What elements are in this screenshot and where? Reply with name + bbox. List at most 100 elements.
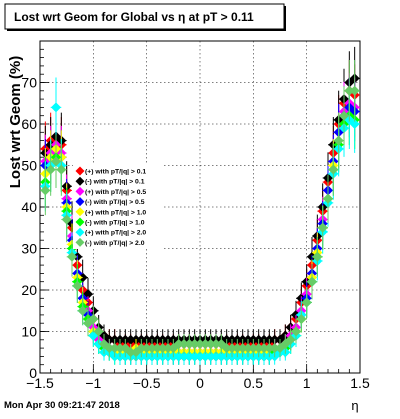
data-point: [61, 214, 72, 225]
data-point: [173, 351, 184, 362]
data-point: [141, 343, 152, 354]
data-point: [72, 280, 83, 291]
data-point: [296, 314, 307, 325]
legend-marker: [75, 217, 85, 227]
data-point: [227, 343, 237, 354]
data-point: [200, 351, 211, 362]
legend-label: (+) with pT/|q| > 0.1: [85, 169, 146, 176]
legend-label: (+) with pT/|q| > 1.0: [85, 209, 146, 216]
data-point: [163, 343, 173, 354]
legend-entry: (+) with pT/|q| > 2.0: [75, 227, 146, 237]
legend-entry: (-) with pT/|q| > 1.0: [75, 217, 145, 227]
x-tick-label: 0.5: [244, 375, 264, 391]
legend-marker: [75, 237, 85, 247]
legend-label: (-) with pT/|q| > 2.0: [85, 240, 145, 247]
data-point: [115, 343, 125, 354]
legend: (+) with pT/|q| > 0.1 (-) with pT/|q| > 0…: [73, 165, 162, 249]
legend-entry: (+) with pT/|q| > 1.0: [75, 207, 146, 217]
x-tick-label: −1: [85, 375, 101, 391]
legend-marker: [75, 176, 85, 186]
data-point: [157, 343, 168, 354]
data-point: [243, 343, 253, 354]
data-point: [216, 351, 227, 362]
data-point: [349, 85, 360, 96]
y-tick-label: 50: [21, 158, 37, 174]
y-tick-label: 0: [29, 365, 37, 381]
data-point: [291, 326, 301, 337]
data-point: [301, 297, 312, 308]
data-point: [173, 338, 184, 349]
legend-marker: [75, 197, 85, 207]
y-tick-label: 60: [21, 116, 37, 132]
data-point: [179, 338, 189, 349]
legend-entry: (-) with pT/|q| > 0.1: [75, 176, 145, 186]
data-point: [77, 305, 88, 316]
data-point: [40, 185, 51, 196]
data-point: [109, 343, 120, 354]
legend-marker: [75, 186, 85, 196]
x-tick-label: −1.5: [26, 375, 54, 391]
legend-label: (-) with pT/|q| > 1.0: [85, 220, 145, 227]
y-tick-label: 10: [21, 324, 37, 340]
legend-label: (-) with pT/|q| > 0.1: [85, 179, 145, 186]
data-point: [104, 343, 115, 354]
legend-marker: [75, 166, 85, 176]
series-8: [40, 60, 360, 361]
data-point: [211, 338, 221, 349]
data-point: [307, 276, 317, 287]
chart-title: Lost wrt Geom for Global vs η at pT > 0.…: [14, 10, 254, 24]
data-point: [56, 164, 67, 175]
data-point: [179, 351, 189, 362]
data-point: [195, 338, 205, 349]
data-point: [339, 110, 349, 121]
tick-layer: −1.5 −1 −0.5 0 0.5 1 1.5 0 10 20 30 40 50 60 70: [21, 40, 370, 391]
legend-label: (+) with pT/|q| > 0.5: [85, 189, 146, 196]
data-point: [125, 347, 136, 358]
data-point: [152, 343, 163, 354]
data-point: [328, 164, 339, 175]
data-point: [237, 343, 248, 354]
data-point: [259, 343, 269, 354]
title-box: Lost wrt Geom for Global vs η at pT > 0.…: [4, 3, 286, 31]
data-point: [147, 343, 157, 354]
data-point: [184, 338, 195, 349]
y-axis-label: Lost wrt Geom (%): [7, 56, 24, 189]
data-point: [285, 334, 296, 345]
data-point: [67, 251, 77, 262]
data-point: [253, 343, 264, 354]
data-point: [136, 343, 147, 354]
data-point: [88, 314, 99, 325]
data-point: [51, 102, 61, 113]
series-layer: [40, 46, 360, 365]
data-point: [93, 338, 104, 349]
data-point: [189, 338, 200, 349]
data-point: [344, 85, 355, 96]
data-point: [189, 351, 200, 362]
legend-entry: (+) with pT/|q| > 0.1: [75, 166, 146, 176]
footer-timestamp: Mon Apr 30 09:21:47 2018: [4, 400, 120, 411]
data-point: [269, 343, 280, 354]
y-tick-label: 40: [21, 199, 37, 215]
data-point: [125, 334, 136, 345]
legend-label: (-) with pT/|q| > 0.5: [85, 199, 145, 206]
data-point: [200, 338, 211, 349]
data-point: [51, 156, 61, 167]
data-point: [45, 164, 56, 175]
legend-label: (+) with pT/|q| > 2.0: [85, 230, 146, 237]
x-tick-label: 1.5: [350, 375, 370, 391]
y-tick-label: 30: [21, 241, 37, 257]
legend-entry: (-) with pT/|q| > 2.0: [75, 237, 145, 247]
legend-entry: (-) with pT/|q| > 0.5: [75, 197, 145, 207]
legend-marker: [75, 227, 85, 237]
x-tick-label: −0.5: [133, 375, 161, 391]
data-point: [264, 343, 275, 354]
x-axis-label: η: [351, 398, 358, 413]
data-point: [232, 343, 243, 354]
x-tick-label: 1: [303, 375, 311, 391]
data-point: [323, 193, 333, 204]
data-point: [312, 251, 323, 262]
legend-entry: (+) with pT/|q| > 0.5: [75, 186, 146, 196]
data-point: [184, 351, 195, 362]
y-tick-label: 20: [21, 282, 37, 298]
